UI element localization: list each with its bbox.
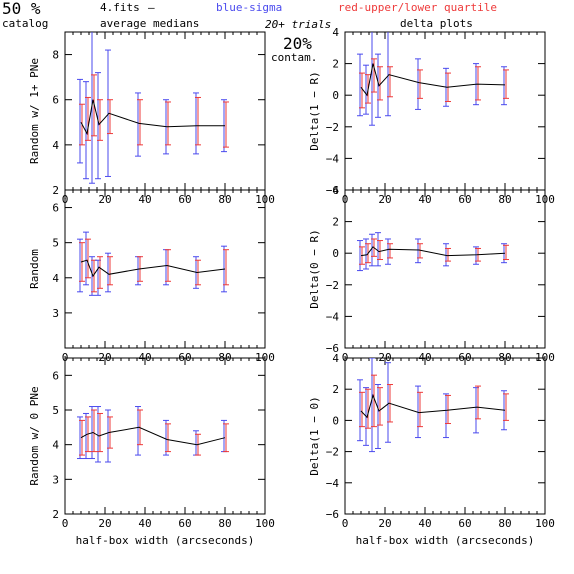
y-tick-label: −6 [326,184,339,197]
x-tick-label: 40 [138,517,151,530]
x-tick-label: 0 [62,517,69,530]
header-blue-note: blue-sigma [216,1,282,14]
plot-data [357,32,509,126]
header-trials: 20+ trials [265,18,331,31]
y-tick-label: 4 [332,352,339,365]
y-tick-label: −2 [326,121,339,134]
header-average-medians: average medians [100,17,199,30]
x-tick-label: 60 [178,193,191,206]
plot-frame [344,31,546,191]
header-delta-plots: delta plots [400,17,473,30]
y-tick-label: −6 [326,342,339,355]
plot-frame [64,31,266,191]
plot-data [77,32,229,184]
x-tick-label: 80 [498,517,511,530]
y-tick-label: 4 [332,26,339,39]
y-tick-label: 2 [332,383,339,396]
header-contam: contam. [271,51,317,64]
x-axis-label: half-box width (arcseconds) [356,534,535,547]
y-axis-label: Delta(1 − R) [308,71,321,150]
x-axis-label: half-box width (arcseconds) [76,534,255,547]
median-line [360,246,506,257]
x-tick-label: 80 [218,193,231,206]
y-tick-label: −2 [326,446,339,459]
y-tick-label: 3 [52,473,59,486]
x-tick-label: 60 [458,193,471,206]
x-tick-label: 100 [255,517,275,530]
x-tick-label: 0 [342,517,349,530]
y-axis-label: Random w/ 0 PNe [28,386,41,485]
y-tick-label: 4 [332,184,339,197]
median-line [360,393,506,419]
y-tick-label: 0 [332,414,339,427]
y-tick-label: 3 [52,307,59,320]
median-line [80,259,226,278]
y-tick-label: 2 [332,58,339,71]
header-contam-pct: 20% [283,34,312,53]
y-tick-label: 6 [52,202,59,215]
y-tick-label: 4 [52,139,59,152]
y-tick-label: 2 [52,184,59,197]
header-catalog: catalog [2,17,48,30]
y-tick-label: −4 [326,152,340,165]
y-axis-label: Delta(0 − R) [308,229,321,308]
plot-data [357,358,509,453]
x-tick-label: 40 [138,193,151,206]
y-tick-label: 6 [52,369,59,382]
y-tick-label: −6 [326,508,339,521]
y-axis-label: Random w/ 1+ PNe [28,58,41,164]
header-dash: — [148,1,155,14]
x-tick-label: 60 [458,517,471,530]
header-red-note: red-upper/lower quartile [338,1,497,14]
x-tick-label: 40 [418,193,431,206]
y-axis-label: Random [28,249,41,289]
header-percent: 50 % [2,0,41,18]
y-tick-label: 0 [332,89,339,102]
plot-frame [344,189,546,349]
panel-5: 0 20 40 60 80 100 2 3 4 5 6 Random w/ 0 PNe half-box… [28,357,275,547]
median-line [80,99,225,136]
plot-frame [64,189,266,349]
y-tick-label: 0 [332,247,339,260]
y-tick-label: −4 [326,477,340,490]
y-tick-label: 6 [52,94,59,107]
y-tick-label: 4 [52,272,59,285]
plot-data [77,406,229,463]
y-tick-label: 5 [52,237,59,250]
median-line [80,426,226,446]
x-tick-label: 20 [378,517,391,530]
x-tick-label: 20 [98,517,111,530]
y-tick-label: −4 [326,310,340,323]
plot-data [357,232,509,272]
y-tick-label: −2 [326,279,339,292]
y-tick-label: 2 [332,216,339,229]
y-tick-label: 8 [52,49,59,62]
x-tick-label: 40 [418,517,431,530]
x-tick-label: 80 [218,517,231,530]
y-axis-label: Delta(1 − 0) [308,396,321,475]
y-tick-label: 5 [52,404,59,417]
plot-frame [64,357,266,515]
median-line [360,63,506,97]
plot-data [77,231,229,296]
y-tick-label: 4 [52,439,59,452]
header-file: 4.fits [100,1,140,14]
x-tick-label: 20 [98,193,111,206]
x-tick-label: 80 [498,193,511,206]
x-tick-label: 20 [378,193,391,206]
x-tick-label: 100 [535,517,555,530]
x-tick-label: 60 [178,517,191,530]
plot-frame [344,357,546,515]
y-tick-label: 2 [52,508,59,521]
panel-6: 0 20 40 60 80 100 −6 −4 −2 0 2 4 Delta(1 − 0) half-bo… [308,352,555,547]
